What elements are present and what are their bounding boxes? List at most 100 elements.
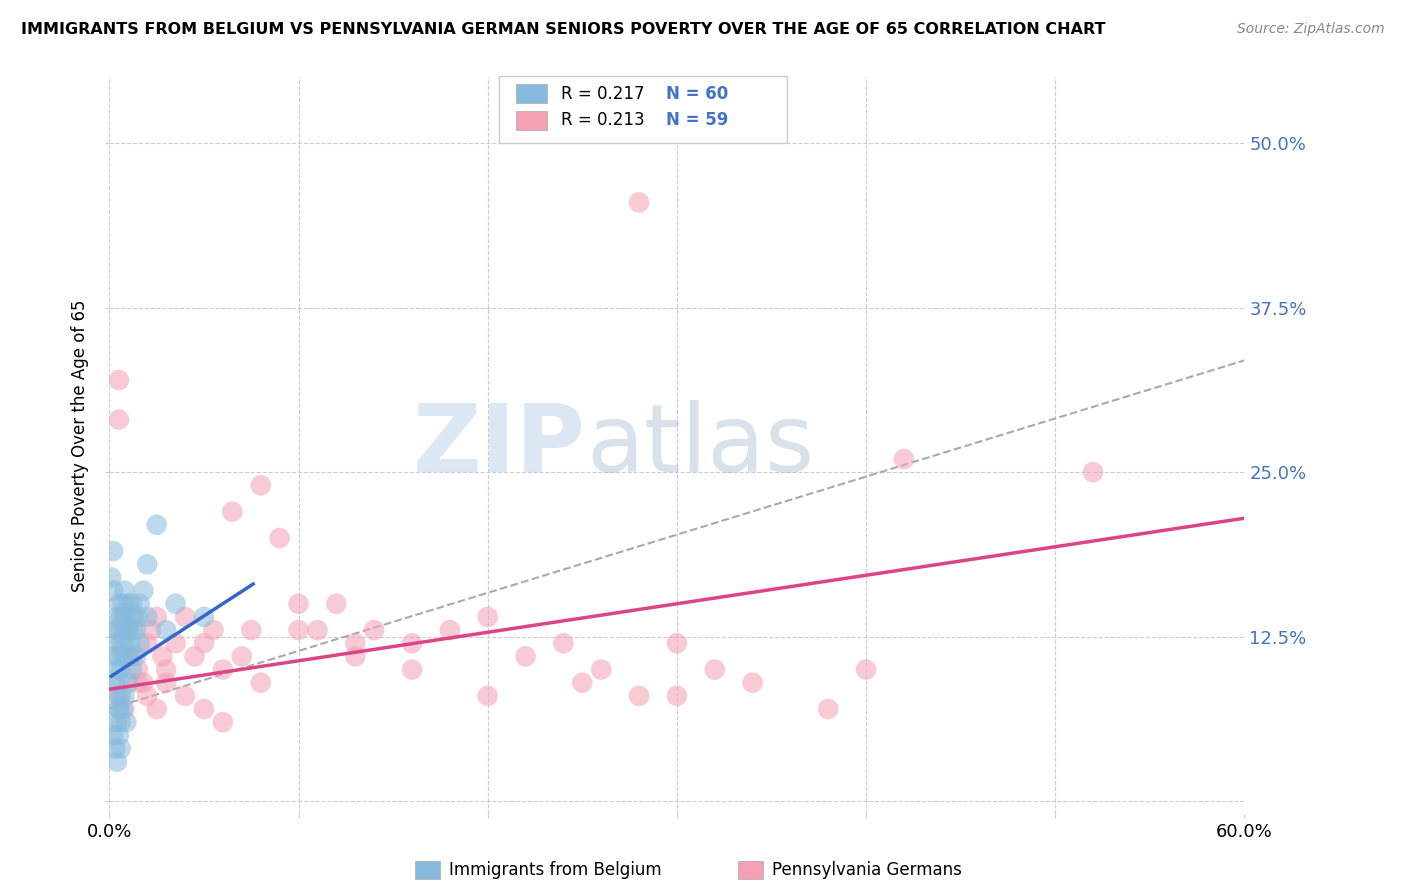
Point [108,702,131,716]
Y-axis label: Seniors Poverty Over the Age of 65: Seniors Poverty Over the Age of 65 [72,300,89,592]
Text: atlas: atlas [586,400,814,491]
Point [101,544,124,558]
Text: Pennsylvania Germans: Pennsylvania Germans [772,861,962,879]
Point [110,636,132,650]
Point [515,649,537,664]
Point [325,597,347,611]
Point [105,715,128,730]
Point [120,636,142,650]
Point [401,663,423,677]
Text: N = 59: N = 59 [666,112,728,129]
Point [114,610,136,624]
Point [344,649,367,664]
Point [741,675,763,690]
Point [145,517,167,532]
Point [136,610,159,624]
Point [117,649,139,664]
Point [108,689,131,703]
Point [145,610,167,624]
Point [108,728,131,742]
Point [212,715,235,730]
Point [117,649,139,664]
Point [174,689,197,703]
Point [212,663,235,677]
Point [111,623,134,637]
Point [817,702,839,716]
Point [401,636,423,650]
Point [155,675,177,690]
Point [893,452,915,467]
Point [115,715,138,730]
Point [101,583,124,598]
Point [231,649,253,664]
Point [127,610,149,624]
Point [128,597,150,611]
Point [114,636,136,650]
Point [115,623,138,637]
Text: IMMIGRANTS FROM BELGIUM VS PENNSYLVANIA GERMAN SENIORS POVERTY OVER THE AGE OF 6: IMMIGRANTS FROM BELGIUM VS PENNSYLVANIA … [21,22,1105,37]
Point [108,675,131,690]
Point [111,702,134,716]
Point [287,597,309,611]
Point [125,649,148,664]
Point [591,663,613,677]
Point [240,623,263,637]
Point [114,702,136,716]
Point [104,675,127,690]
Point [136,636,159,650]
Point [108,702,131,716]
Point [628,689,651,703]
Point [121,649,143,664]
Point [104,741,127,756]
Point [202,623,225,637]
Text: Immigrants from Belgium: Immigrants from Belgium [449,861,661,879]
Text: N = 60: N = 60 [666,85,728,103]
Point [193,702,215,716]
Point [127,663,149,677]
Point [477,689,499,703]
Text: ZIP: ZIP [413,400,586,491]
Point [139,623,162,637]
Point [115,649,138,664]
Point [111,597,134,611]
Point [155,663,177,677]
Point [165,597,187,611]
Point [571,675,593,690]
Point [363,623,385,637]
Point [703,663,725,677]
Point [477,610,499,624]
Point [665,689,688,703]
Point [105,636,128,650]
Point [104,623,127,637]
Point [221,505,243,519]
Point [108,597,131,611]
Point [108,373,131,387]
Point [122,610,145,624]
Point [108,623,131,637]
Point [145,702,167,716]
Point [183,649,205,664]
Point [1081,465,1104,479]
Point [108,412,131,426]
Point [132,583,155,598]
Point [174,610,197,624]
Point [105,689,128,703]
Point [117,675,139,690]
Point [439,623,461,637]
Point [105,663,128,677]
Point [307,623,329,637]
Point [121,663,143,677]
Point [110,663,132,677]
Point [110,610,132,624]
Point [193,636,215,650]
Point [136,689,159,703]
Point [193,610,215,624]
Point [855,663,877,677]
Point [120,610,142,624]
Point [269,531,291,545]
Point [114,583,136,598]
Point [125,623,148,637]
Point [117,597,139,611]
Text: R = 0.213: R = 0.213 [561,112,644,129]
Point [100,570,122,584]
